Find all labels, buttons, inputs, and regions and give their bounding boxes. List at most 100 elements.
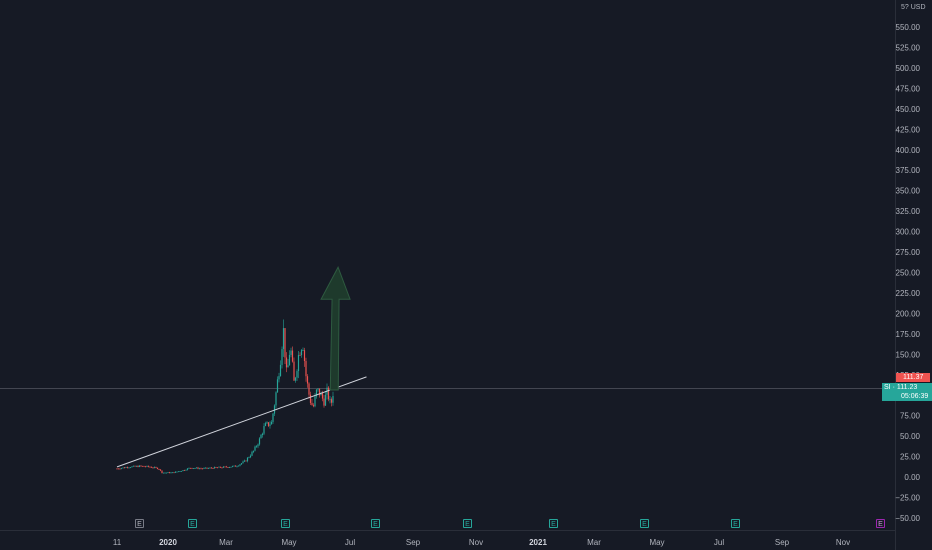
candle-down xyxy=(291,350,294,362)
price-axis-top-partial: 5? xyxy=(901,4,909,11)
candle-down xyxy=(143,465,145,467)
candle-down xyxy=(312,405,315,407)
candle-down xyxy=(200,468,202,470)
candle-up xyxy=(132,465,135,467)
candle-up xyxy=(302,350,304,351)
candle-down xyxy=(305,361,307,377)
candle-down xyxy=(149,466,151,468)
candle-up xyxy=(186,468,189,470)
earnings-e-icon[interactable]: E xyxy=(188,519,197,528)
candle-down xyxy=(306,376,309,384)
candle-up xyxy=(236,466,238,468)
candle-down xyxy=(168,472,171,474)
candle-up xyxy=(297,354,300,372)
time-tick-label: Nov xyxy=(469,538,483,547)
candle-down xyxy=(155,467,157,468)
price-tick-label: 450.00 xyxy=(896,105,921,114)
candle-up xyxy=(180,470,183,472)
candle-up xyxy=(279,364,282,377)
price-tick-label: 175.00 xyxy=(896,330,921,339)
candle-up xyxy=(282,328,285,350)
candle-down xyxy=(201,468,204,470)
candle-down xyxy=(303,350,306,362)
candle-down xyxy=(189,467,192,469)
candle-up xyxy=(203,468,205,469)
candle-up xyxy=(257,444,259,447)
price-tick-label: 550.00 xyxy=(896,23,921,32)
currency-label: USD xyxy=(910,4,926,11)
candle-down xyxy=(141,465,144,467)
candle-up xyxy=(296,371,298,378)
candle-down xyxy=(117,468,120,470)
candle-up xyxy=(255,446,258,448)
candle-up xyxy=(228,467,231,468)
earnings-e-icon[interactable]: E xyxy=(549,519,558,528)
earnings-e-icon[interactable]: E xyxy=(640,519,649,528)
earnings-e-icon[interactable]: E xyxy=(731,519,740,528)
candle-down xyxy=(318,388,321,396)
earnings-e-icon[interactable]: E xyxy=(463,519,472,528)
candle-up xyxy=(263,426,265,434)
candle-down xyxy=(327,387,330,400)
last-price-teal-value: 111.23 xyxy=(896,384,918,391)
up-arrow-annotation[interactable] xyxy=(320,266,351,391)
candle-up xyxy=(251,451,253,456)
price-tick-label: 250.00 xyxy=(896,269,921,278)
candle-down xyxy=(183,470,186,471)
candle-up xyxy=(242,461,244,464)
earnings-e-icon[interactable]: E xyxy=(135,519,144,528)
candle-down xyxy=(147,465,150,467)
candle-down xyxy=(210,467,213,469)
earnings-e-icon[interactable]: E xyxy=(876,519,885,528)
candle-up xyxy=(332,395,334,403)
candle-up xyxy=(198,468,201,470)
bar-countdown: 05:06:39 xyxy=(901,393,929,400)
candle-up xyxy=(254,446,256,451)
candle-up xyxy=(233,465,235,467)
candle-up xyxy=(272,413,274,422)
earnings-e-icon[interactable]: E xyxy=(371,519,380,528)
candle-up xyxy=(329,399,331,401)
time-axis[interactable]: 11 2020 Mar May Jul Sep Nov 2021 Mar May Jul Sep Nov xyxy=(113,538,850,547)
candle-up xyxy=(128,467,130,469)
candle-down xyxy=(216,467,219,469)
candle-up xyxy=(176,471,178,473)
annotations-group[interactable] xyxy=(116,266,367,468)
candle-down xyxy=(119,468,121,470)
candle-up xyxy=(258,438,261,445)
earnings-e-icon[interactable]: E xyxy=(281,519,290,528)
candle-up xyxy=(164,472,166,474)
candle-up xyxy=(240,463,243,465)
candle-up xyxy=(237,465,240,467)
time-tick-label: Nov xyxy=(836,538,850,547)
candle-up xyxy=(252,450,255,452)
candle-down xyxy=(234,465,237,467)
candle-up xyxy=(243,460,246,462)
candle-down xyxy=(308,383,310,395)
candle-up xyxy=(209,467,211,469)
candle-up xyxy=(146,465,148,467)
candle-up xyxy=(195,467,198,469)
candle-up xyxy=(249,455,252,458)
time-tick-label: Mar xyxy=(587,538,601,547)
candle-up xyxy=(270,421,273,425)
candle-up xyxy=(218,466,220,468)
price-tick-label: 150.00 xyxy=(896,350,921,359)
candle-up xyxy=(131,466,133,468)
price-tick-label: −25.00 xyxy=(895,494,920,503)
time-tick-label: Sep xyxy=(775,538,790,547)
candle-up xyxy=(222,466,225,468)
candle-down xyxy=(311,402,313,406)
trendline[interactable] xyxy=(116,376,367,468)
candle-up xyxy=(324,394,327,406)
price-tick-label: 225.00 xyxy=(896,289,921,298)
time-tick-label: 2021 xyxy=(529,538,547,547)
candle-up xyxy=(290,350,292,355)
candle-down xyxy=(224,466,226,468)
candle-up xyxy=(213,467,216,469)
time-tick-label: Sep xyxy=(406,538,421,547)
candle-down xyxy=(152,467,154,469)
price-tick-label: 0.00 xyxy=(904,473,920,482)
